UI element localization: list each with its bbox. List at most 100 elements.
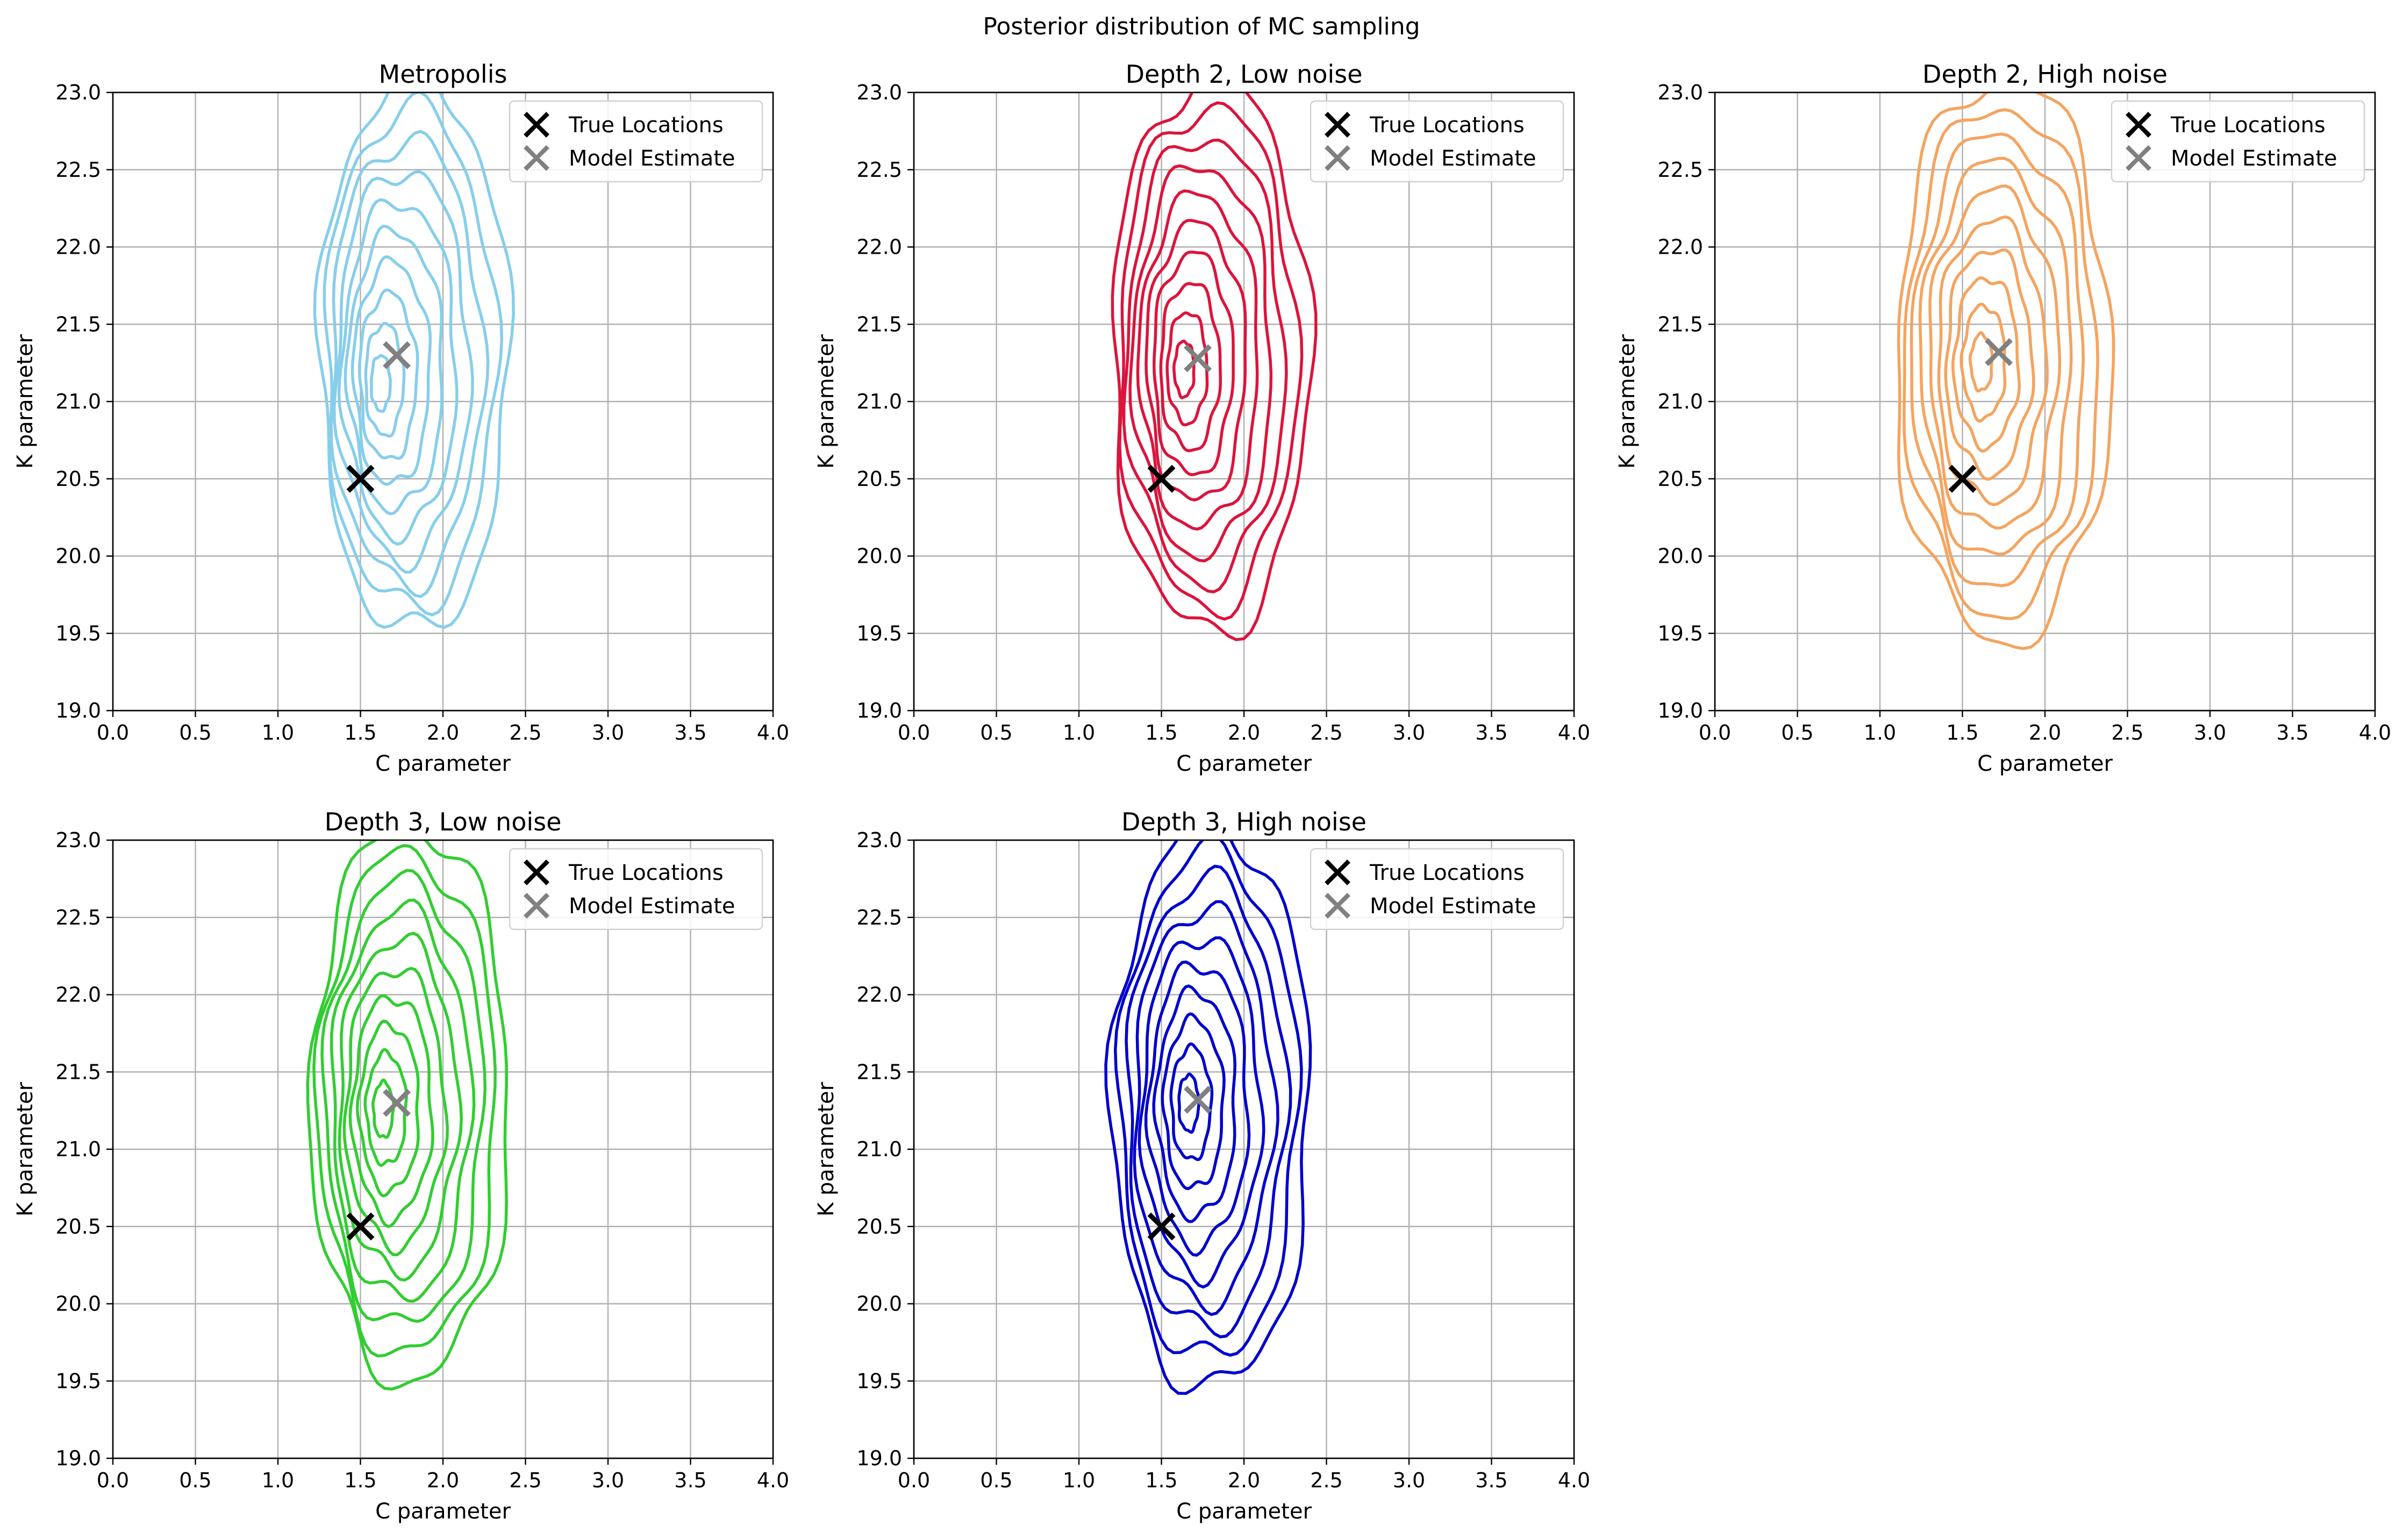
y-tick-label: 22.0 [55,235,101,259]
x-tick-label: 3.5 [1475,1469,1507,1492]
contour-line [351,255,432,486]
y-tick-label: 22.0 [1657,235,1703,259]
legend-entry-label: True Locations [568,861,724,885]
y-tick-label: 21.0 [1657,390,1703,413]
contour-group [1897,92,2115,650]
y-tick-label: 23.0 [856,81,902,104]
legend-entry-label: Model Estimate [1370,894,1536,919]
y-tick-label: 20.5 [55,1215,101,1238]
y-tick-label: 22.5 [1657,158,1703,182]
legend-box [1310,100,1564,183]
contour-line [344,225,444,515]
y-tick-label: 20.5 [55,467,101,491]
x-tick-label: 0.5 [980,721,1012,744]
contour-line [1165,311,1209,427]
y-tick-label: 21.5 [856,1060,902,1084]
contour-line [1111,92,1318,641]
x-tick-label: 2.5 [509,1469,541,1492]
x-tick-label: 1.0 [262,1469,294,1492]
legend-true-location-marker [524,859,549,885]
legend-box [2111,100,2365,183]
contour-line [342,966,449,1257]
panel-title: Metropolis [379,60,507,89]
contour-line [320,869,487,1323]
contour-line [306,840,508,1391]
x-tick-label: 1.5 [1145,1469,1177,1492]
y-tick-label: 20.5 [856,1215,902,1238]
contour-line [371,1078,396,1139]
contour-line [1172,339,1196,399]
legend-true-location-marker [2126,112,2151,138]
x-tick-label: 2.0 [427,721,459,744]
x-tick-label: 2.0 [427,1469,459,1492]
chart-panel: 0.0 0.5 1.0 1.5 2.0 2.5 3.0 3.5 4.0 19.0 19.5 20.0 2… [814,807,1590,1524]
x-tick-label: 1.0 [262,721,294,744]
contour-line [1136,189,1259,531]
contour-line [1897,92,2115,650]
x-tick-label: 3.0 [1393,1469,1425,1492]
y-tick-label: 22.5 [856,158,902,182]
y-tick-label: 22.5 [55,906,101,929]
x-tick-label: 1.5 [1145,721,1177,744]
legend-true-location-marker [524,112,549,138]
x-tick-label: 3.5 [674,1469,706,1492]
contour-line [1104,840,1312,1395]
x-tick-label: 3.0 [592,721,624,744]
y-tick-label: 19.5 [1657,621,1703,645]
x-axis-label: C parameter [1977,751,2113,776]
x-tick-label: 1.5 [344,1469,376,1492]
contour-line [1918,156,2073,556]
contour-line [313,92,515,629]
y-tick-label: 19.0 [55,1446,101,1470]
x-tick-label: 2.5 [1310,721,1342,744]
y-tick-label: 20.0 [856,1292,902,1316]
chart-panel: 0.0 0.5 1.0 1.5 2.0 2.5 3.0 3.5 4.0 19.0 19.5 20.0 2… [13,60,789,776]
x-tick-label: 0.0 [97,721,129,744]
y-tick-label: 19.5 [856,1369,902,1393]
true-location-marker [1147,1212,1176,1241]
x-tick-label: 0.0 [1699,721,1731,744]
contour-line [355,1019,420,1198]
y-tick-label: 23.0 [55,81,101,104]
y-tick-label: 22.0 [856,983,902,1007]
contour-line [1113,840,1303,1357]
model-estimate-marker [383,341,411,369]
contour-line [1125,864,1292,1338]
chart-panel: 0.0 0.5 1.0 1.5 2.0 2.5 3.0 3.5 4.0 19.0 19.5 20.0 2… [1615,60,2391,776]
y-tick-label: 20.0 [55,545,101,568]
legend: True Locations Model Estimate [509,100,763,183]
y-axis-label: K parameter [814,1081,839,1216]
y-tick-label: 21.5 [856,312,902,336]
y-axis-label: K parameter [814,334,839,469]
legend-box [1310,848,1564,930]
panel-title: Depth 2, Low noise [1126,60,1363,89]
x-tick-label: 0.0 [898,1469,930,1492]
x-tick-label: 3.0 [592,1469,624,1492]
panels-container: 0.0 0.5 1.0 1.5 2.0 2.5 3.0 3.5 4.0 19.0 19.5 20.0 2… [13,60,2391,1524]
contour-line [357,288,419,460]
contour-line [1144,960,1251,1257]
x-tick-label: 0.5 [980,1469,1012,1492]
legend-entry-label: True Locations [1369,113,1525,138]
y-tick-label: 19.5 [55,1369,101,1393]
legend-model-estimate-marker [1325,145,1350,171]
x-tick-label: 0.5 [1781,721,1813,744]
y-tick-label: 19.0 [55,699,101,722]
legend-model-estimate-marker [1325,893,1350,919]
contour-line [1133,900,1279,1316]
x-tick-label: 2.5 [509,721,541,744]
y-tick-label: 21.5 [55,312,101,336]
chart-panel: 0.0 0.5 1.0 1.5 2.0 2.5 3.0 3.5 4.0 19.0 19.5 20.0 2… [814,60,1590,776]
legend-box [509,100,763,183]
contour-group [1104,840,1312,1395]
contour-line [1169,1042,1214,1162]
y-tick-label: 22.0 [856,235,902,259]
contour-line [1159,282,1222,453]
y-tick-label: 20.0 [856,545,902,568]
y-tick-label: 20.0 [55,1292,101,1316]
x-tick-label: 1.5 [1946,721,1978,744]
contour-line [312,844,497,1358]
true-location-marker [1948,464,1977,493]
model-estimate-marker [1184,1086,1212,1114]
